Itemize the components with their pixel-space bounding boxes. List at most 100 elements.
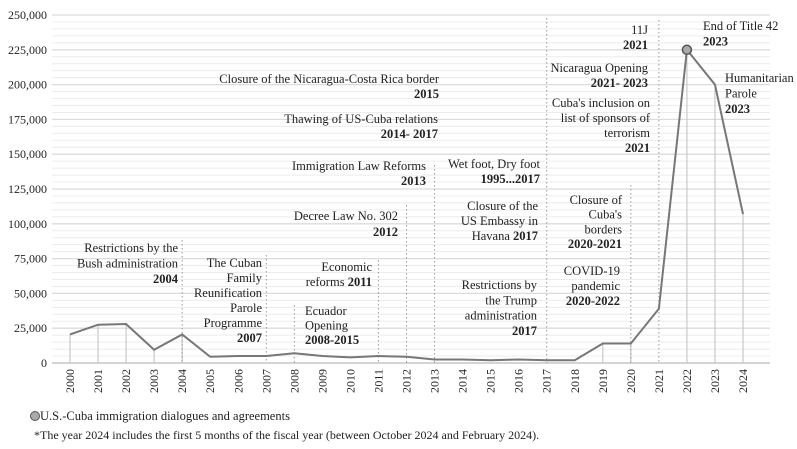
annotation-year: 2021- 2023 [591,76,648,90]
annotation-text: Closure of [570,193,623,207]
annotation-text: Parole [230,301,262,315]
annotation-year: 2012 [373,225,398,239]
y-tick-label: 50,000 [14,286,47,300]
annotation-year: 2004 [153,272,179,286]
annotation-text: US Embassy in [461,214,539,228]
annotation-text: Ecuador [305,304,347,318]
x-tick-label: 2016 [512,369,526,393]
annotation-text: borders [585,222,623,236]
annotation-text: terrorism [604,126,650,140]
annotation-year-bold: 2023 [725,102,750,116]
annotation-year-bold: 2011 [348,275,372,289]
y-tick-label: 25,000 [14,321,47,335]
annotation-year: 2023 [703,35,728,49]
annotation-text: Closure of the [467,199,538,213]
annotation-year-bold: 2020-2021 [568,237,622,251]
x-tick-label: 2012 [400,369,414,393]
annotation-text: Closure of the Nicaragua-Costa Rica bord… [219,72,440,86]
annotation-year: 2014- 2017 [381,127,438,141]
annotation-year: 1995...2017 [481,172,540,186]
y-tick-label: 150,000 [8,147,47,161]
x-tick-label: 2021 [652,369,666,393]
legend-label: U.S.-Cuba immigration dialogues and agre… [40,409,290,423]
y-tick-label: 100,000 [8,217,47,231]
x-tick-label: 2004 [175,369,189,393]
annotation-year: 2020-2021 [568,237,622,251]
x-tick-label: 2022 [680,369,694,393]
annotation-year: Havana 2017 [472,229,538,243]
x-tick-label: 2003 [147,369,161,393]
y-tick-label: 0 [41,356,47,370]
annotation-year: 2017 [512,324,537,338]
annotation-text: Parole [725,87,757,101]
x-tick-label: 2007 [259,369,273,393]
y-tick-label: 200,000 [8,78,47,92]
annotation-year: 2007 [237,331,262,345]
annotation-text: Nicaragua Opening [550,61,648,75]
annotation-year-bold: 1995...2017 [481,172,540,186]
annotation-text: Havana [472,229,513,243]
annotation-year: 2008-2015 [305,333,359,347]
annotation-year-bold: 2021 [623,38,648,52]
x-tick-label: 2013 [428,369,442,393]
x-tick-label: 2006 [231,369,245,393]
annotation-text: list of sponsors of [561,111,651,125]
footnote: *The year 2024 includes the first 5 mont… [34,428,540,442]
annotation-text: Humanitarian [725,71,794,85]
data-line [69,47,744,362]
agreement-marker [681,44,693,56]
x-tick-label: 2005 [203,369,217,393]
annotation-text: Thawing of US-Cuba relations [284,112,438,126]
x-tick-label: 2000 [63,369,77,393]
annotation-text: Immigration Law Reforms [292,159,426,173]
x-tick-label: 2024 [736,369,750,393]
x-tick-label: 2009 [315,369,329,393]
annotation-text: Cuba's [588,208,622,222]
annotation-text: Restrictions by the [84,241,178,255]
annotation-year: 2015 [414,87,439,101]
annotation-year-bold: 2013 [401,174,426,188]
annotation-year-bold: 2008-2015 [305,333,359,347]
annotation-year-bold: 2007 [237,331,262,345]
x-tick-label: 2020 [624,369,638,393]
x-tick-label: 2017 [540,369,554,393]
x-tick-label: 2023 [708,369,722,393]
annotation-year: 2021 [625,141,650,155]
annotation-year: reforms 2011 [306,275,372,289]
y-tick-label: 125,000 [8,182,47,196]
y-tick-label: 175,000 [8,112,47,126]
annotation-text: Opening [305,319,349,333]
annotation-year-bold: 2017 [513,229,538,243]
annotation-text: Bush administration [77,257,179,271]
y-tick-label: 250,000 [8,8,47,22]
annotation-text: Decree Law No. 302 [294,209,398,223]
annotation-text: 11J [631,23,648,37]
annotation-year: 2023 [725,102,750,116]
x-tick-label: 2010 [343,369,357,393]
x-tick-label: 2002 [119,369,133,393]
annotation-year: 2021 [623,38,648,52]
x-tick-label: 2018 [568,369,582,393]
annotation-text: Reunification [194,286,263,300]
annotation-text: administration [465,309,538,323]
annotation-year-bold: 2023 [703,35,728,49]
y-tick-label: 75,000 [14,252,47,266]
annotation-text: Wet foot, Dry foot [448,157,541,171]
marker-legend-icon [30,411,40,421]
annotation-text: Programme [204,316,263,330]
annotation-text: Cuba's inclusion on [552,96,651,110]
annotation-year-bold: 2020-2022 [566,294,620,308]
x-tick-label: 2001 [91,369,105,393]
legend: U.S.-Cuba immigration dialogues and agre… [30,409,290,424]
annotation-text: COVID-19 [564,264,620,278]
annotation-year-bold: 2021 [625,141,650,155]
x-tick-label: 2011 [371,369,385,393]
annotation-year-bold: 2017 [512,324,537,338]
annotation-text: Restrictions by [462,278,538,292]
annotation-text: reforms [306,275,348,289]
annotation-year-bold: 2012 [373,225,398,239]
y-tick-label: 225,000 [8,43,47,57]
annotation-year: 2013 [401,174,426,188]
annotation-text: Family [227,271,263,285]
